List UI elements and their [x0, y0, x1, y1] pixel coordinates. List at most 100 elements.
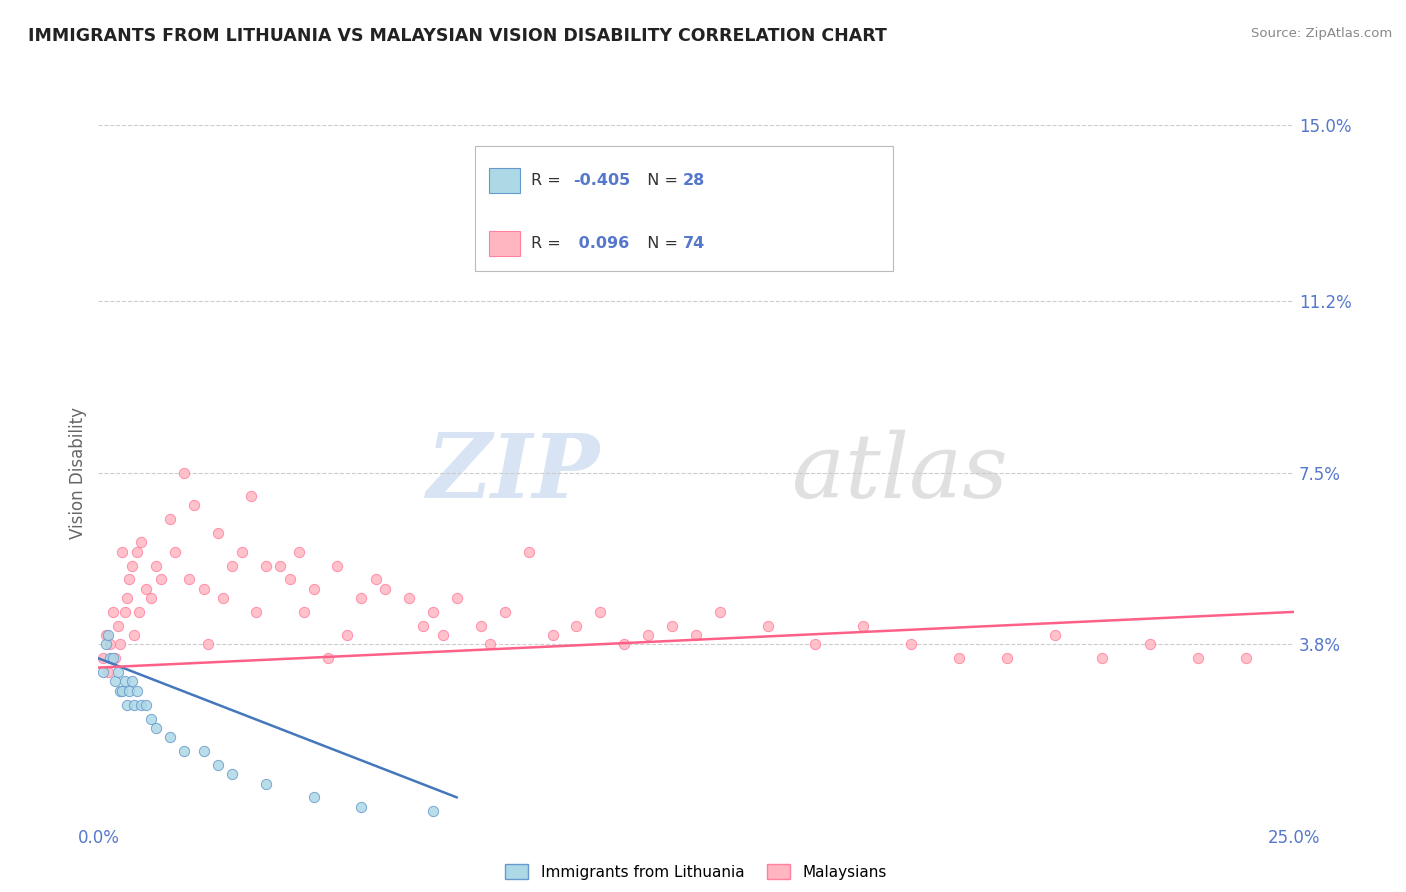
- Point: [211, 591, 233, 605]
- Point: [470, 619, 492, 633]
- Point: [565, 619, 588, 633]
- Point: [173, 466, 195, 480]
- Point: [1043, 628, 1066, 642]
- Point: [139, 712, 162, 726]
- Point: [541, 628, 564, 642]
- Point: [422, 805, 444, 819]
- Text: N =: N =: [637, 236, 683, 251]
- Point: [125, 683, 148, 698]
- Point: [135, 698, 157, 712]
- Point: [336, 628, 359, 642]
- Text: 28: 28: [683, 173, 706, 188]
- Point: [114, 674, 136, 689]
- Point: [94, 637, 117, 651]
- Point: [114, 605, 136, 619]
- Y-axis label: Vision Disability: Vision Disability: [69, 407, 87, 539]
- Point: [709, 605, 731, 619]
- Point: [193, 744, 215, 758]
- Text: R =: R =: [531, 236, 567, 251]
- Text: -0.405: -0.405: [574, 173, 630, 188]
- Point: [432, 628, 454, 642]
- Point: [91, 665, 114, 680]
- Point: [292, 605, 315, 619]
- Point: [159, 730, 181, 744]
- Point: [145, 721, 167, 735]
- Point: [254, 776, 277, 790]
- Point: [995, 651, 1018, 665]
- Point: [288, 544, 311, 558]
- Point: [163, 544, 186, 558]
- Point: [197, 637, 219, 651]
- Text: atlas: atlas: [792, 429, 1007, 516]
- Point: [121, 674, 143, 689]
- Point: [104, 651, 127, 665]
- Point: [446, 591, 468, 605]
- Text: ZIP: ZIP: [427, 430, 600, 516]
- Point: [173, 744, 195, 758]
- Point: [398, 591, 420, 605]
- Point: [494, 605, 516, 619]
- Point: [97, 665, 120, 680]
- Point: [254, 558, 277, 573]
- Point: [115, 698, 138, 712]
- Point: [1187, 651, 1209, 665]
- Legend: Immigrants from Lithuania, Malaysians: Immigrants from Lithuania, Malaysians: [499, 858, 893, 886]
- Point: [135, 582, 157, 596]
- Point: [661, 619, 683, 633]
- Point: [131, 535, 153, 549]
- Point: [613, 637, 636, 651]
- Point: [131, 698, 153, 712]
- Point: [128, 605, 150, 619]
- Point: [159, 512, 181, 526]
- Point: [139, 591, 162, 605]
- Point: [852, 619, 875, 633]
- Point: [1139, 637, 1161, 651]
- Point: [183, 498, 205, 512]
- Point: [412, 619, 434, 633]
- Point: [316, 651, 339, 665]
- Point: [948, 651, 970, 665]
- Point: [98, 637, 122, 651]
- Point: [124, 698, 146, 712]
- Point: [221, 558, 243, 573]
- Point: [124, 628, 146, 642]
- Point: [101, 651, 124, 665]
- Point: [107, 665, 129, 680]
- Point: [231, 544, 253, 558]
- Point: [179, 573, 201, 587]
- Point: [125, 544, 148, 558]
- Point: [278, 573, 301, 587]
- Point: [350, 591, 373, 605]
- Point: [94, 628, 117, 642]
- Point: [302, 582, 325, 596]
- Point: [1091, 651, 1114, 665]
- Point: [91, 651, 114, 665]
- Point: [364, 573, 387, 587]
- Point: [115, 591, 138, 605]
- Point: [97, 628, 120, 642]
- Point: [374, 582, 396, 596]
- Point: [326, 558, 349, 573]
- Point: [221, 767, 243, 781]
- Point: [98, 651, 122, 665]
- Point: [900, 637, 922, 651]
- Point: [589, 605, 612, 619]
- Text: R =: R =: [531, 173, 567, 188]
- Point: [302, 790, 325, 805]
- Point: [517, 544, 540, 558]
- Point: [756, 619, 779, 633]
- Point: [207, 526, 229, 541]
- Point: [804, 637, 827, 651]
- Point: [193, 582, 215, 596]
- Point: [101, 605, 124, 619]
- Point: [149, 573, 172, 587]
- Point: [118, 683, 141, 698]
- Text: IMMIGRANTS FROM LITHUANIA VS MALAYSIAN VISION DISABILITY CORRELATION CHART: IMMIGRANTS FROM LITHUANIA VS MALAYSIAN V…: [28, 27, 887, 45]
- Point: [104, 674, 127, 689]
- Text: 74: 74: [683, 236, 706, 251]
- Point: [240, 489, 263, 503]
- Text: N =: N =: [637, 173, 683, 188]
- Point: [121, 558, 143, 573]
- Point: [685, 628, 707, 642]
- Point: [107, 619, 129, 633]
